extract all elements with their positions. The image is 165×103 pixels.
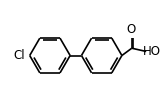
Text: Cl: Cl: [13, 49, 25, 62]
Text: HO: HO: [143, 45, 161, 58]
Text: O: O: [126, 23, 136, 36]
